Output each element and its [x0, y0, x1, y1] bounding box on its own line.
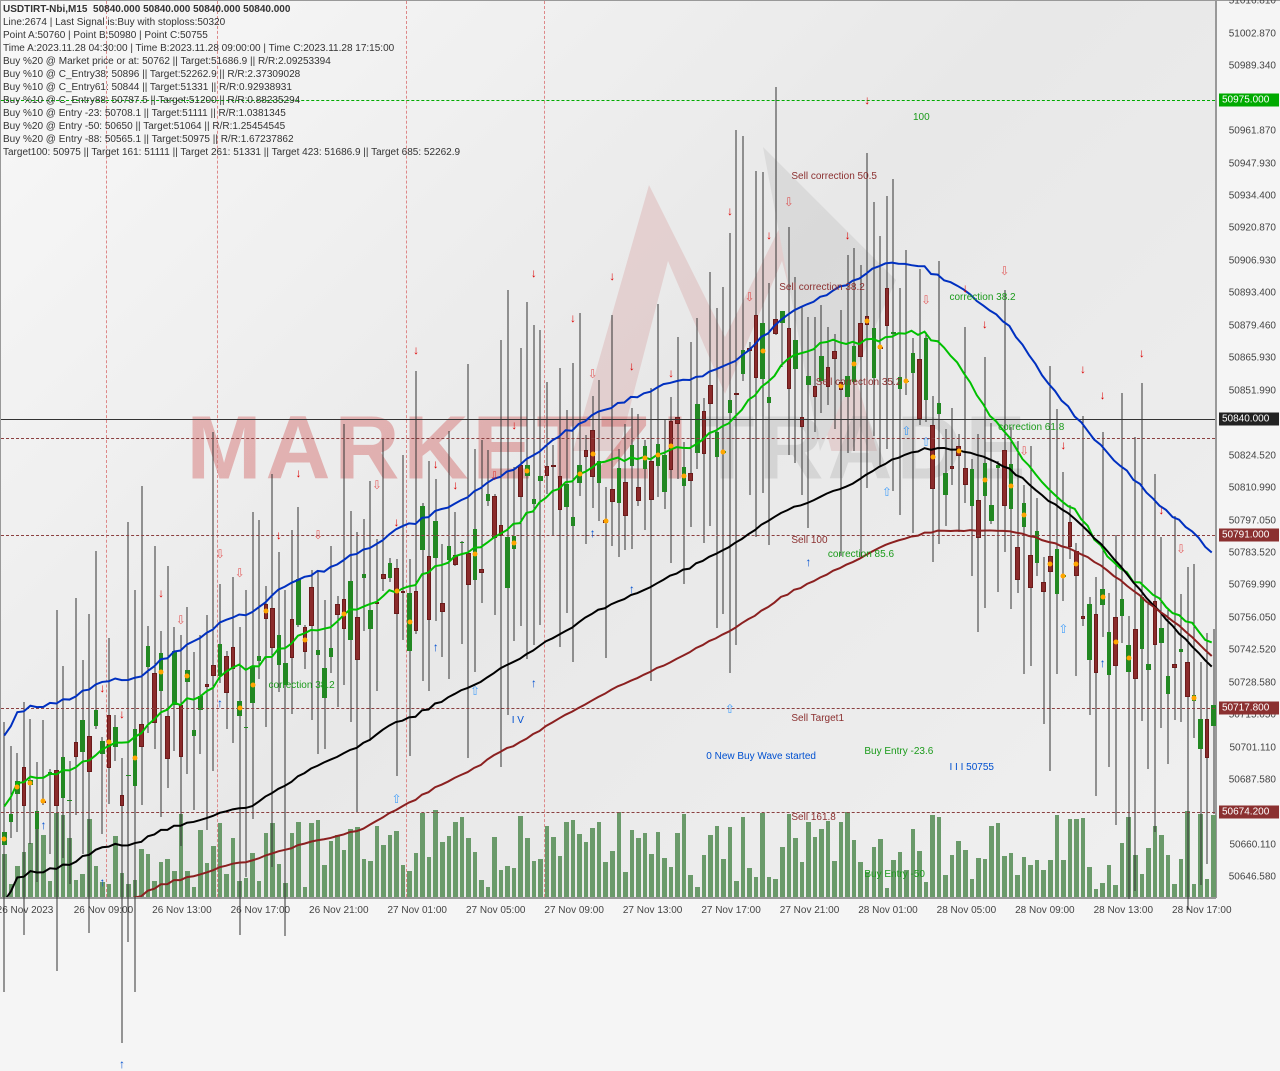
- time-axis: 26 Nov 202326 Nov 09:0026 Nov 13:0026 No…: [0, 898, 1216, 920]
- info-overlay: USDTIRT-Nbi,M15 50840.000 50840.000 5084…: [3, 3, 460, 159]
- price-axis: 51016.81051002.87050989.34050961.8705094…: [1216, 0, 1280, 898]
- chart-area[interactable]: MARKETZITRADE USDTIRT-Nbi,M15 50840.000 …: [0, 0, 1216, 898]
